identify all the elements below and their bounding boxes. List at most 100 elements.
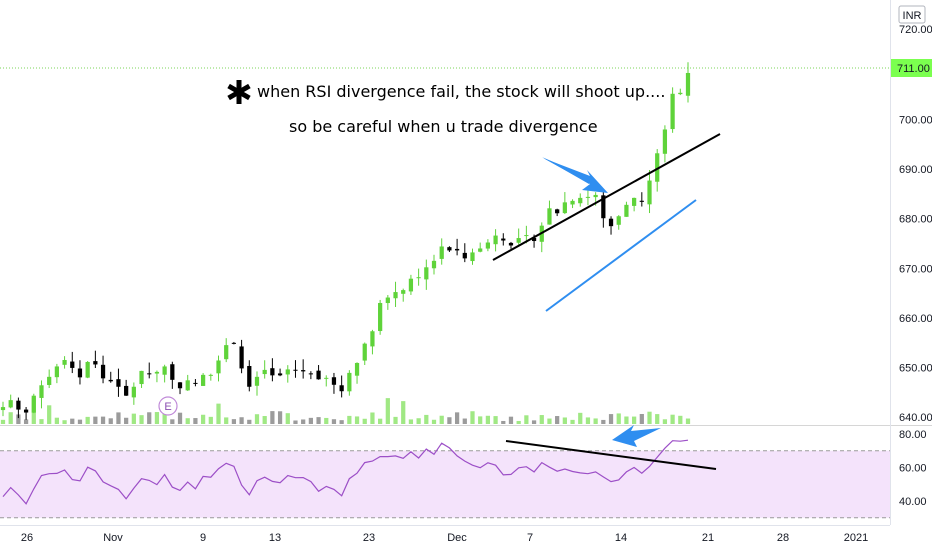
candle: [124, 379, 129, 396]
candle: [562, 192, 567, 215]
volume-bar: [601, 419, 606, 424]
candle: [108, 371, 113, 383]
volume-bar: [462, 418, 467, 424]
candle: [200, 373, 206, 386]
volume-bar: [262, 416, 267, 424]
volume-bar: [247, 419, 252, 424]
volume-bar: [131, 413, 136, 424]
price-pane[interactable]: [0, 0, 890, 425]
volume-bar: [85, 416, 90, 424]
volume-bar: [370, 412, 375, 424]
last-price-badge: 711.00: [891, 59, 932, 77]
candle: [239, 339, 244, 374]
candle: [601, 190, 606, 228]
earnings-marker-label: E: [164, 401, 171, 413]
price-tick-label: 720.00: [899, 24, 932, 36]
price-tick-label: 650.00: [899, 362, 932, 374]
volume-bar: [185, 418, 190, 424]
candle: [431, 254, 437, 275]
candle: [408, 274, 414, 295]
volume-bar: [439, 415, 444, 424]
volume-bar: [193, 418, 198, 424]
price-axis[interactable]: 640.00 650.00 660.00 670.00 680.00 690.00 700.…: [899, 65, 932, 424]
volume-bar: [47, 405, 52, 424]
time-tick-label: 7: [527, 532, 533, 544]
volume-bar: [0, 419, 6, 424]
volume-bar: [70, 418, 75, 424]
price-tick-label: 690.00: [899, 164, 932, 176]
earnings-marker[interactable]: E: [158, 396, 178, 416]
time-axis[interactable]: 26 Nov 9 13 23 Dec 7 14 21 28 2021: [21, 532, 868, 544]
volume-bar: [508, 416, 514, 424]
volume-bar: [147, 412, 152, 424]
candle: [516, 228, 521, 245]
candle: [208, 373, 213, 381]
currency-badge[interactable]: INR: [898, 5, 926, 24]
volume-bar: [339, 420, 344, 424]
candle: [624, 201, 629, 217]
candle: [670, 87, 675, 133]
candle: [362, 342, 367, 366]
candle: [639, 192, 644, 207]
volume-bar: [124, 417, 129, 424]
volume-bar: [578, 412, 583, 424]
volume-bar: [285, 413, 290, 424]
candle: [16, 397, 21, 419]
volume-bar: [77, 419, 83, 424]
time-tick-label: 14: [615, 532, 627, 544]
volume-bar: [431, 419, 437, 424]
volume-bar: [485, 415, 491, 424]
volume-bar: [162, 414, 167, 424]
candle: [316, 365, 321, 380]
candle: [247, 360, 252, 392]
candle: [447, 246, 452, 252]
volume-bar: [54, 417, 59, 424]
volume-bar: [16, 414, 21, 424]
time-tick-label: 23: [363, 532, 375, 544]
volume-bar: [62, 420, 67, 424]
candle: [100, 355, 106, 384]
volume-bar: [216, 403, 221, 424]
arrow-icon: [612, 425, 661, 447]
volume-bar: [385, 398, 390, 424]
candle: [131, 382, 136, 405]
candle: [293, 360, 298, 378]
candle: [70, 351, 75, 374]
volume-bar: [316, 417, 321, 424]
candle: [662, 125, 668, 163]
volume-bar: [154, 412, 160, 424]
rsi-tick-label: 40.00: [899, 496, 927, 508]
volume-bar: [378, 418, 383, 424]
volume-bars: [0, 397, 691, 424]
candle: [547, 200, 552, 225]
candle: [401, 288, 406, 302]
candle: [424, 259, 429, 290]
rsi-axis[interactable]: 40.00 60.00 80.00: [899, 429, 927, 508]
volume-bar: [8, 412, 13, 424]
volume-bar: [270, 411, 275, 424]
candle: [347, 370, 352, 396]
candle: [23, 407, 29, 420]
volume-bar: [424, 414, 429, 424]
volume-bar: [616, 413, 621, 424]
volume-bar: [555, 416, 560, 424]
candle: [270, 358, 275, 382]
rsi-pane[interactable]: [0, 450, 890, 519]
candle: [177, 382, 183, 395]
candle: [439, 238, 444, 265]
candle: [354, 362, 360, 384]
candle: [685, 62, 691, 103]
rsi-tick-label: 60.00: [899, 463, 927, 475]
candle: [31, 393, 36, 414]
volume-bar: [585, 417, 591, 424]
volume-bar: [562, 417, 567, 424]
volume-bar: [23, 419, 29, 424]
volume-bar: [539, 415, 544, 424]
volume-bar: [139, 415, 144, 424]
volume-bar: [362, 418, 367, 424]
volume-bar: [570, 419, 575, 424]
candle: [116, 368, 121, 397]
volume-bar: [324, 417, 329, 424]
candle: [285, 365, 290, 383]
